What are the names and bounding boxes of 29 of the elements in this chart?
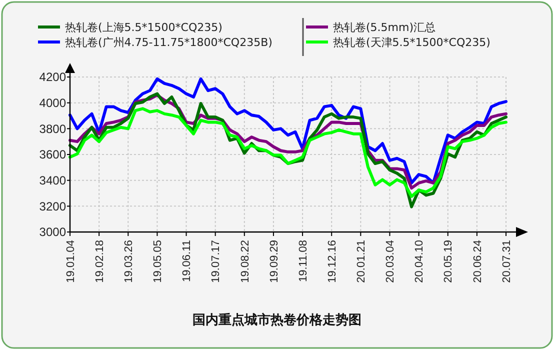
x-tick-label: 19.01.04 bbox=[64, 240, 77, 283]
x-tick-label: 20.05.19 bbox=[442, 240, 455, 283]
legend-label: 热轧卷(天津5.5*1500*CQ235) bbox=[333, 36, 490, 49]
x-tick-label: 19.11.08 bbox=[297, 240, 310, 282]
x-tick-label: 20.01.21 bbox=[356, 240, 368, 283]
x-tick-label: 19.12.16 bbox=[326, 240, 338, 283]
y-tick-label: 3400 bbox=[39, 174, 66, 188]
x-tick-label: 20.04.10 bbox=[414, 240, 426, 283]
x-tick-label: 19.05.05 bbox=[152, 240, 164, 283]
y-tick-label: 3800 bbox=[39, 122, 66, 136]
legend-label: 热轧卷(上海5.5*1500*CQ235) bbox=[65, 21, 222, 34]
line-series bbox=[68, 107, 508, 198]
legend-label: 热轧卷(广州4.75-11.75*1800*CQ235B) bbox=[65, 36, 272, 49]
text: 国内重点城市热卷价格走势图 bbox=[192, 312, 362, 328]
y-tick-label: 3600 bbox=[39, 148, 66, 162]
x-tick-label: 20.03.04 bbox=[384, 240, 397, 283]
x-tick-label: 19.06.11 bbox=[181, 240, 194, 282]
y-tick-label: 3200 bbox=[39, 199, 66, 214]
y-tick-label: 4000 bbox=[39, 96, 66, 110]
x-tick-label: 19.08.22 bbox=[239, 240, 252, 283]
y-tick-label: 4200 bbox=[39, 70, 66, 84]
legend-label: 热轧卷(5.5mm)汇总 bbox=[333, 21, 436, 34]
x-tick-label: 19.02.18 bbox=[94, 240, 106, 283]
y-tick-label: 3000 bbox=[39, 225, 66, 240]
x-tick-label: 19.07.17 bbox=[210, 240, 222, 283]
x-tick-label: 19.03.26 bbox=[122, 240, 135, 283]
x-tick-label: 19.09.29 bbox=[268, 240, 280, 283]
x-tick-label: 20.07.31 bbox=[500, 240, 513, 283]
x-tick-label: 20.06.24 bbox=[472, 240, 484, 283]
